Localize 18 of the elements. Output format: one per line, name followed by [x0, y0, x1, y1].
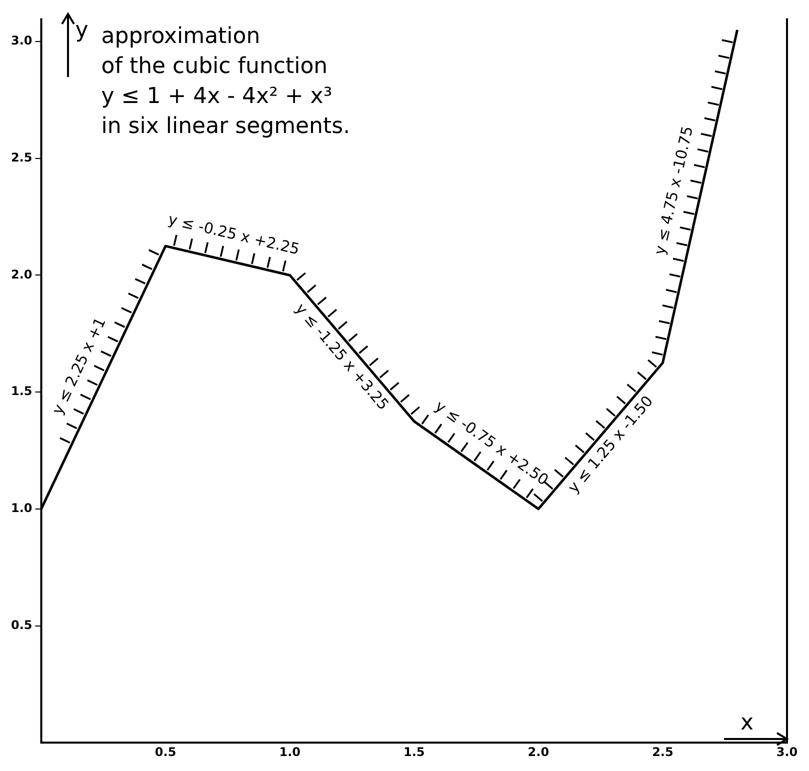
annotation: y ≤ 2.25 x +1	[48, 314, 110, 418]
x-tick-label: 3.0	[776, 744, 798, 759]
y-tick-label: 3.0	[10, 34, 32, 48]
annotation: y ≤ -0.25 x +2.25	[166, 210, 302, 258]
y-tick-label: 1.0	[10, 501, 32, 516]
y-tick-label: 2.0	[10, 267, 32, 282]
annotation: y ≤ 4.75 x -10.75	[650, 124, 697, 256]
x-axis-title: x	[740, 710, 754, 736]
x-tick-label: 2.0	[528, 744, 550, 759]
x-tick-label: 0.5	[154, 744, 176, 759]
x-tick-label: 1.5	[403, 744, 425, 759]
y-axis-title: y	[75, 18, 88, 43]
y-tick-label: 0.5	[10, 618, 32, 632]
x-tick-label: 2.5	[652, 744, 674, 759]
y-tick-label: 2.5	[10, 150, 32, 165]
x-tick-label: 1.0	[279, 744, 300, 759]
text: approximation of the cubic function y ≤ 1 + 4x - 4x² + x³ in six linear segments.	[101, 24, 350, 139]
y-tick-label: 1.5	[10, 384, 32, 398]
